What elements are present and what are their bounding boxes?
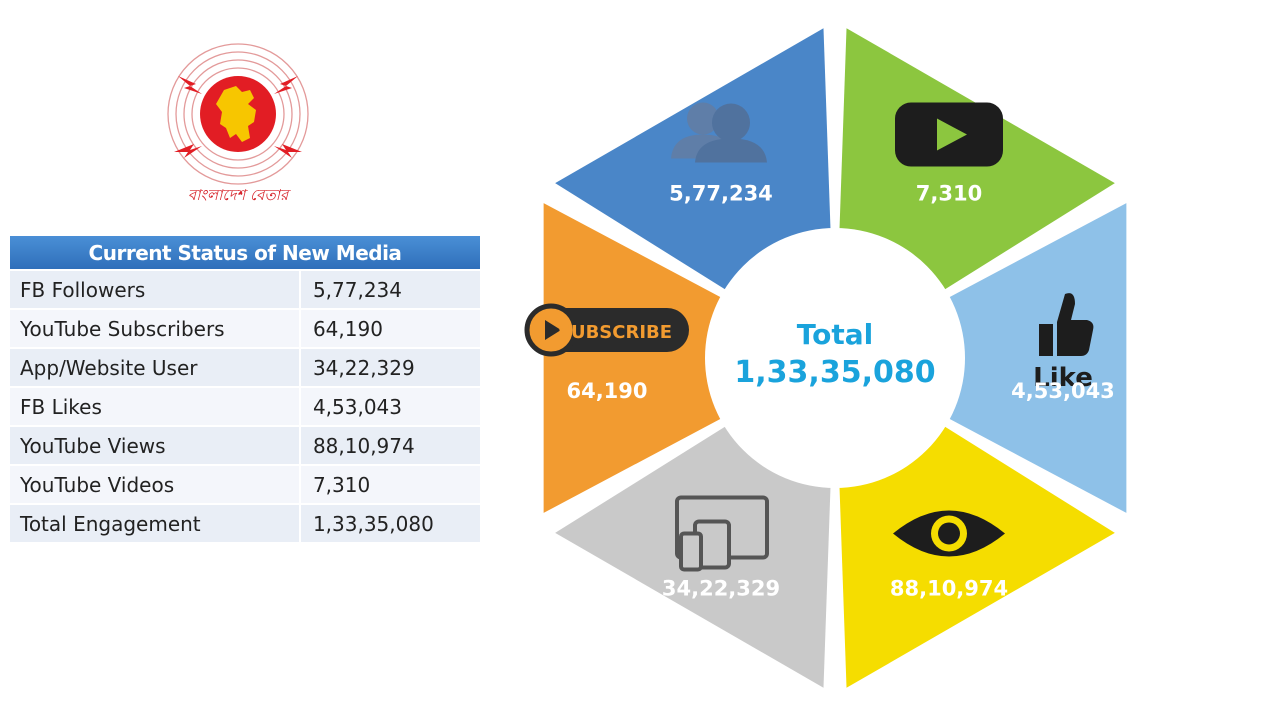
users-icon <box>671 102 767 163</box>
table-row: FB Followers 5,77,234 <box>10 269 480 309</box>
row-value: 5,77,234 <box>298 269 480 309</box>
donut-segment <box>543 203 731 513</box>
center-title: Total <box>797 318 874 351</box>
engagement-donut-chart: Like SUBSCRIBE 5,77,234 7,310 4,53,043 88,10… <box>524 28 1127 688</box>
table-row: FB Likes 4,53,043 <box>10 386 480 426</box>
segment-value-label: 34,22,329 <box>662 576 780 600</box>
thumbs-up-like-icon: Like <box>1033 293 1094 393</box>
youtube-subscribe-icon: SUBSCRIBE <box>524 303 689 357</box>
donut-center <box>705 228 965 488</box>
row-value: 64,190 <box>298 308 480 348</box>
row-label: App/Website User <box>10 347 300 387</box>
logo-caption: বাংলাদেশ বেতার <box>188 186 291 204</box>
donut-segment <box>555 28 831 296</box>
row-label: Total Engagement <box>10 503 300 542</box>
row-label: YouTube Videos <box>10 464 300 504</box>
row-value: 1,33,35,080 <box>298 503 480 542</box>
table-row: YouTube Subscribers 64,190 <box>10 308 480 348</box>
lightning-bolt-icon <box>174 76 302 158</box>
like-icon-text: Like <box>1033 363 1093 393</box>
map-of-bangladesh-icon <box>216 86 256 142</box>
bangladesh-betar-logo: বাংলাদেশ বেতার <box>167 43 309 204</box>
row-label: YouTube Subscribers <box>10 308 300 348</box>
subscribe-icon-text: SUBSCRIBE <box>558 322 672 343</box>
segment-value-label: 4,53,043 <box>1011 379 1115 403</box>
youtube-play-icon <box>895 102 1003 167</box>
row-label: FB Followers <box>10 269 300 309</box>
row-value: 34,22,329 <box>298 347 480 387</box>
table-title: Current Status of New Media <box>10 236 480 270</box>
donut-segment <box>839 420 1115 688</box>
row-label: YouTube Views <box>10 425 300 465</box>
table-row: App/Website User 34,22,329 <box>10 347 480 387</box>
segment-value-label: 7,310 <box>916 182 982 206</box>
segment-value-label: 5,77,234 <box>669 182 773 206</box>
table-row: YouTube Views 88,10,974 <box>10 425 480 465</box>
row-value: 7,310 <box>298 464 480 504</box>
table-row: YouTube Videos 7,310 <box>10 464 480 504</box>
media-status-table: Current Status of New Media FB Followers… <box>10 236 480 542</box>
donut-segment <box>939 203 1127 513</box>
row-label: FB Likes <box>10 386 300 426</box>
row-value: 88,10,974 <box>298 425 480 465</box>
segment-value-label: 64,190 <box>566 379 647 403</box>
devices-icon <box>675 495 769 572</box>
table-row: Total Engagement 1,33,35,080 <box>10 503 480 542</box>
center-value: 1,33,35,080 <box>734 355 935 390</box>
row-value: 4,53,043 <box>298 386 480 426</box>
segment-value-label: 88,10,974 <box>890 576 1008 600</box>
eye-icon <box>893 510 1005 557</box>
